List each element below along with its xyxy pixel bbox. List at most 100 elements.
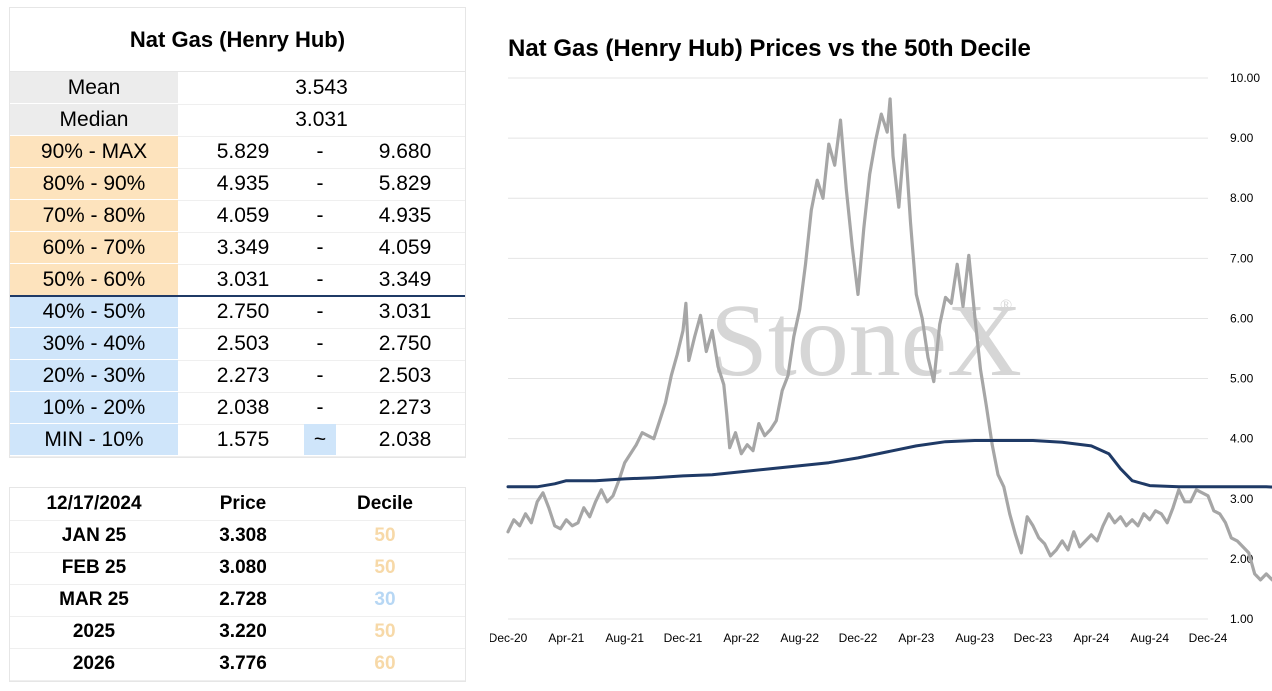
- decile-high-value: 2.750: [378, 332, 432, 355]
- contract-label: 2025: [72, 621, 116, 642]
- decile-low-value: 5.829: [216, 140, 270, 163]
- y-tick-label: 5.00: [1230, 372, 1254, 386]
- decile-range-label: 90% - MAX: [10, 136, 178, 167]
- x-tick-label: Apr-23: [898, 631, 934, 645]
- x-tick-label: Dec-24: [1189, 631, 1228, 645]
- decile-row: 50% - 60% 3.031 - 3.349: [10, 264, 465, 297]
- contract-label: JAN 25: [61, 525, 127, 546]
- y-tick-label: 9.00: [1230, 131, 1254, 145]
- header-decile: Decile: [357, 493, 413, 514]
- mean-row: Mean 3.543: [10, 72, 465, 105]
- mean-label: Mean: [10, 72, 178, 103]
- contract-label: FEB 25: [61, 557, 127, 578]
- decile-range-label: 10% - 20%: [10, 392, 178, 423]
- y-tick-label: 3.00: [1230, 492, 1254, 506]
- contract-price: 3.220: [219, 621, 267, 642]
- decile-high-value: 2.273: [378, 396, 432, 419]
- decile-row: 10% - 20% 2.038 - 2.273: [10, 392, 465, 425]
- contract-decile: 60: [374, 653, 396, 674]
- decile-low-value: 2.038: [216, 396, 270, 419]
- contract-decile: 50: [374, 557, 396, 578]
- median-row: Median 3.031: [10, 104, 465, 137]
- decile-range-label: 60% - 70%: [10, 232, 178, 263]
- x-tick-label: Apr-24: [1073, 631, 1109, 645]
- decile-low-value: 2.503: [216, 332, 270, 355]
- contract-label: 2026: [72, 653, 116, 674]
- y-tick-label: 10.00: [1230, 71, 1260, 85]
- decile-low-value: 3.349: [216, 236, 270, 259]
- y-tick-label: 8.00: [1230, 191, 1254, 205]
- decile-range-label: 40% - 50%: [10, 296, 178, 327]
- decile-low-value: 2.750: [216, 300, 270, 323]
- price-row: FEB 25 3.080 50: [10, 552, 465, 585]
- y-tick-label: 2.00: [1230, 552, 1254, 566]
- median-label: Median: [10, 104, 178, 135]
- decile-row: MIN - 10% 1.575 ~2.038: [10, 424, 465, 457]
- decile-row: 30% - 40% 2.503 - 2.750: [10, 328, 465, 361]
- x-tick-label: Dec-23: [1014, 631, 1053, 645]
- decile-row: 70% - 80% 4.059 - 4.935: [10, 200, 465, 233]
- decile-separator: -: [316, 396, 324, 419]
- price-row: JAN 25 3.308 50: [10, 520, 465, 553]
- header-price: Price: [219, 493, 267, 514]
- y-tick-label: 7.00: [1230, 251, 1254, 265]
- decile-low-value: 4.059: [216, 204, 270, 227]
- x-tick-label: Aug-23: [955, 631, 994, 645]
- price-row: 2025 3.220 50: [10, 616, 465, 649]
- median-decile-series-line: [506, 439, 1272, 489]
- y-tick-label: 1.00: [1230, 612, 1254, 626]
- decile-range-label: MIN - 10%: [10, 424, 178, 455]
- contract-decile: 30: [374, 589, 396, 610]
- decile-separator: -: [316, 172, 324, 195]
- stonex-watermark: StoneX: [710, 283, 1022, 398]
- decile-high-value: 3.031: [378, 300, 432, 323]
- x-tick-label: Aug-21: [605, 631, 644, 645]
- decile-separator: -: [316, 236, 324, 259]
- decile-range-label: 80% - 90%: [10, 168, 178, 199]
- contract-decile: 50: [374, 525, 396, 546]
- y-tick-label: 4.00: [1230, 432, 1254, 446]
- decile-row: 90% - MAX 5.829 - 9.680: [10, 136, 465, 169]
- decile-row: 80% - 90% 4.935 - 5.829: [10, 168, 465, 201]
- decile-separator: -: [316, 268, 324, 291]
- median-value: 3.031: [295, 108, 348, 131]
- price-table-header: 12/17/2024 Price Decile: [10, 488, 465, 521]
- contract-price: 2.728: [219, 589, 267, 610]
- decile-stats-table: Nat Gas (Henry Hub) Mean 3.543 Median 3.…: [9, 7, 466, 458]
- decile-high-value: 9.680: [378, 140, 432, 163]
- decile-low-value: 2.273: [216, 364, 270, 387]
- x-tick-label: Dec-22: [839, 631, 878, 645]
- decile-low-value: 3.031: [216, 268, 270, 291]
- x-tick-label: Aug-24: [1130, 631, 1169, 645]
- decile-separator: -: [316, 204, 324, 227]
- decile-high-value: 3.349: [378, 268, 432, 291]
- price-chart: Nat Gas (Henry Hub) Prices vs the 50th D…: [489, 0, 1272, 686]
- watermark-registered-mark: ®: [1000, 297, 1012, 314]
- price-decile-table: 12/17/2024 Price Decile JAN 25 3.308 50 FEB…: [9, 487, 466, 682]
- decile-high-value: 5.829: [378, 172, 432, 195]
- header-date: 12/17/2024: [46, 493, 142, 514]
- decile-range-label: 30% - 40%: [10, 328, 178, 359]
- price-row: MAR 25 2.728 30: [10, 584, 465, 617]
- decile-row: 60% - 70% 3.349 - 4.059: [10, 232, 465, 265]
- x-tick-label: Dec-20: [490, 631, 528, 645]
- contract-price: 3.308: [219, 525, 267, 546]
- x-tick-label: Aug-22: [780, 631, 819, 645]
- decile-row: 20% - 30% 2.273 - 2.503: [10, 360, 465, 393]
- x-tick-label: Dec-21: [664, 631, 703, 645]
- mean-value: 3.543: [295, 76, 348, 99]
- x-tick-label: Apr-22: [723, 631, 759, 645]
- decile-separator: ~: [304, 424, 336, 455]
- decile-range-label: 20% - 30%: [10, 360, 178, 391]
- decile-range-label: 70% - 80%: [10, 200, 178, 231]
- decile-separator: -: [316, 140, 324, 163]
- x-tick-label: Apr-21: [548, 631, 584, 645]
- y-tick-label: 6.00: [1230, 311, 1254, 325]
- decile-range-label: 50% - 60%: [10, 264, 178, 295]
- decile-row: 40% - 50% 2.750 - 3.031: [10, 296, 465, 329]
- median-divider-line: [10, 295, 465, 297]
- decile-high-value: 4.059: [378, 236, 432, 259]
- contract-price: 3.776: [219, 653, 267, 674]
- contract-price: 3.080: [219, 557, 267, 578]
- decile-high-value: 4.935: [378, 204, 432, 227]
